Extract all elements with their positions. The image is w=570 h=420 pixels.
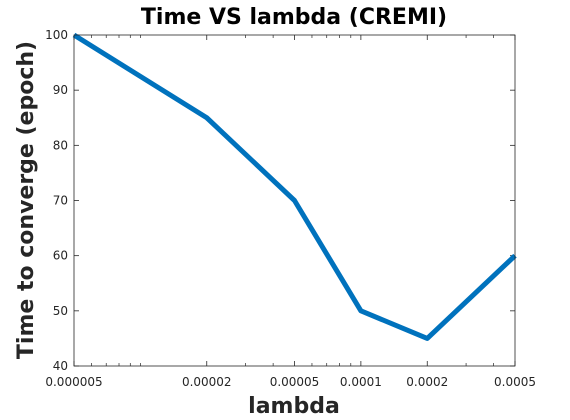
y-tick-label: 80 (53, 138, 68, 152)
x-tick-labels: 0.000005 0.00002 0.00005 0.0001 0.0002 0.0005 (45, 375, 536, 389)
y-tick-label: 50 (53, 304, 68, 318)
chart-title: Time VS lambda (CREMI) (141, 5, 447, 30)
x-tick-label: 0.00005 (270, 375, 320, 389)
x-tick-label: 0.00002 (182, 375, 232, 389)
y-tick-label: 40 (53, 359, 68, 373)
x-tick-label: 0.0001 (340, 375, 382, 389)
x-tick-label: 0.000005 (45, 375, 102, 389)
x-tick-label: 0.0005 (494, 375, 536, 389)
y-axis-label: Time to converge (epoch) (14, 41, 39, 359)
y-tick-label: 70 (53, 194, 68, 208)
y-tick-label: 60 (53, 249, 68, 263)
series-layer (72, 32, 517, 341)
x-axis-label: lambda (248, 394, 340, 419)
y-tick-label: 90 (53, 83, 68, 97)
x-tick-label: 0.0002 (406, 375, 448, 389)
minor-ticks (91, 35, 494, 366)
series-line (72, 32, 517, 341)
y-tick-label: 100 (45, 28, 68, 42)
y-tick-labels: 40 50 60 70 80 90 100 (45, 28, 68, 373)
plot-frame (73, 34, 516, 367)
